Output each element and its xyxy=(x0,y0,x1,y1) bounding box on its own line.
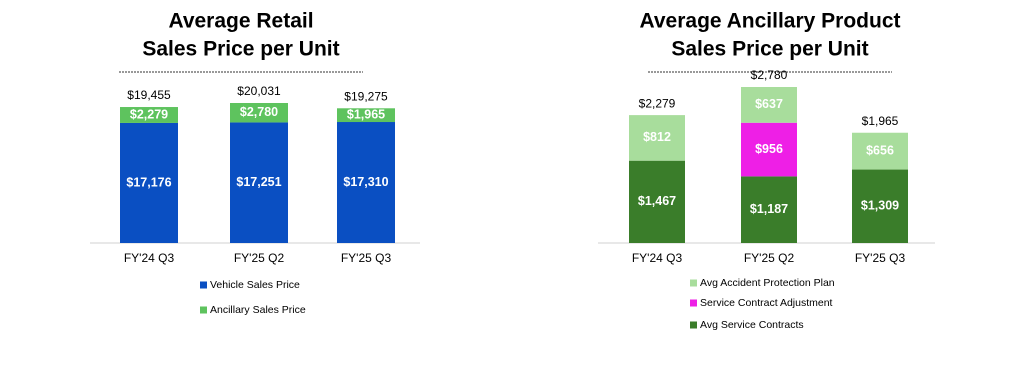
legend-swatch xyxy=(690,279,697,287)
legend-swatch xyxy=(200,281,207,289)
chart-title: Average Ancillary Product xyxy=(639,10,900,33)
segment-label: $812 xyxy=(643,130,671,144)
chart-title: Sales Price per Unit xyxy=(671,38,868,61)
chart-title: Sales Price per Unit xyxy=(142,38,339,61)
total-label: $1,965 xyxy=(862,114,899,128)
bar-segment xyxy=(852,169,908,243)
bar-segment xyxy=(337,122,395,243)
segment-label: $956 xyxy=(755,142,783,156)
segment-label: $656 xyxy=(866,143,894,157)
total-label: $20,031 xyxy=(237,84,281,98)
bar-segment xyxy=(741,176,797,243)
segment-label: $17,251 xyxy=(236,175,281,189)
legend-label: Avg Service Contracts xyxy=(700,319,804,331)
total-label: $2,279 xyxy=(639,96,676,110)
segment-label: $17,310 xyxy=(343,175,388,189)
bar-segment xyxy=(629,115,685,161)
x-tick-label: FY'25 Q3 xyxy=(341,251,392,265)
bar-segment xyxy=(741,122,797,177)
legend-label: Service Contract Adjustment xyxy=(700,297,833,309)
x-tick-label: FY'25 Q2 xyxy=(744,251,795,265)
legend-swatch xyxy=(200,306,207,314)
segment-label: $1,467 xyxy=(638,194,676,208)
chart-title: Average Retail xyxy=(168,10,313,33)
segment-label: $1,965 xyxy=(347,107,385,121)
bar-segment xyxy=(337,108,395,123)
legend-swatch xyxy=(690,321,697,329)
x-tick-label: FY'24 Q3 xyxy=(632,251,683,265)
legend-label: Ancillary Sales Price xyxy=(210,304,306,316)
bar-segment xyxy=(230,122,288,243)
segment-label: $17,176 xyxy=(126,175,171,189)
legend-swatch xyxy=(690,299,697,307)
segment-label: $1,309 xyxy=(861,199,899,213)
segment-label: $1,187 xyxy=(750,202,788,216)
total-label: $19,455 xyxy=(127,88,171,102)
segment-label: $637 xyxy=(755,97,783,111)
bar-segment xyxy=(629,160,685,243)
legend-label: Avg Accident Protection Plan xyxy=(700,277,835,289)
x-tick-label: FY'24 Q3 xyxy=(124,251,175,265)
total-label: $2,780 xyxy=(751,68,788,82)
bar-segment xyxy=(120,107,178,123)
bar-segment xyxy=(741,87,797,123)
total-label: $19,275 xyxy=(344,89,388,103)
x-tick-label: FY'25 Q3 xyxy=(855,251,906,265)
x-tick-label: FY'25 Q2 xyxy=(234,251,285,265)
bar-segment xyxy=(230,103,288,123)
bar-segment xyxy=(852,132,908,170)
legend-label: Vehicle Sales Price xyxy=(210,279,300,291)
bar-segment xyxy=(120,122,178,243)
segment-label: $2,279 xyxy=(130,107,168,121)
segment-label: $2,780 xyxy=(240,105,278,119)
